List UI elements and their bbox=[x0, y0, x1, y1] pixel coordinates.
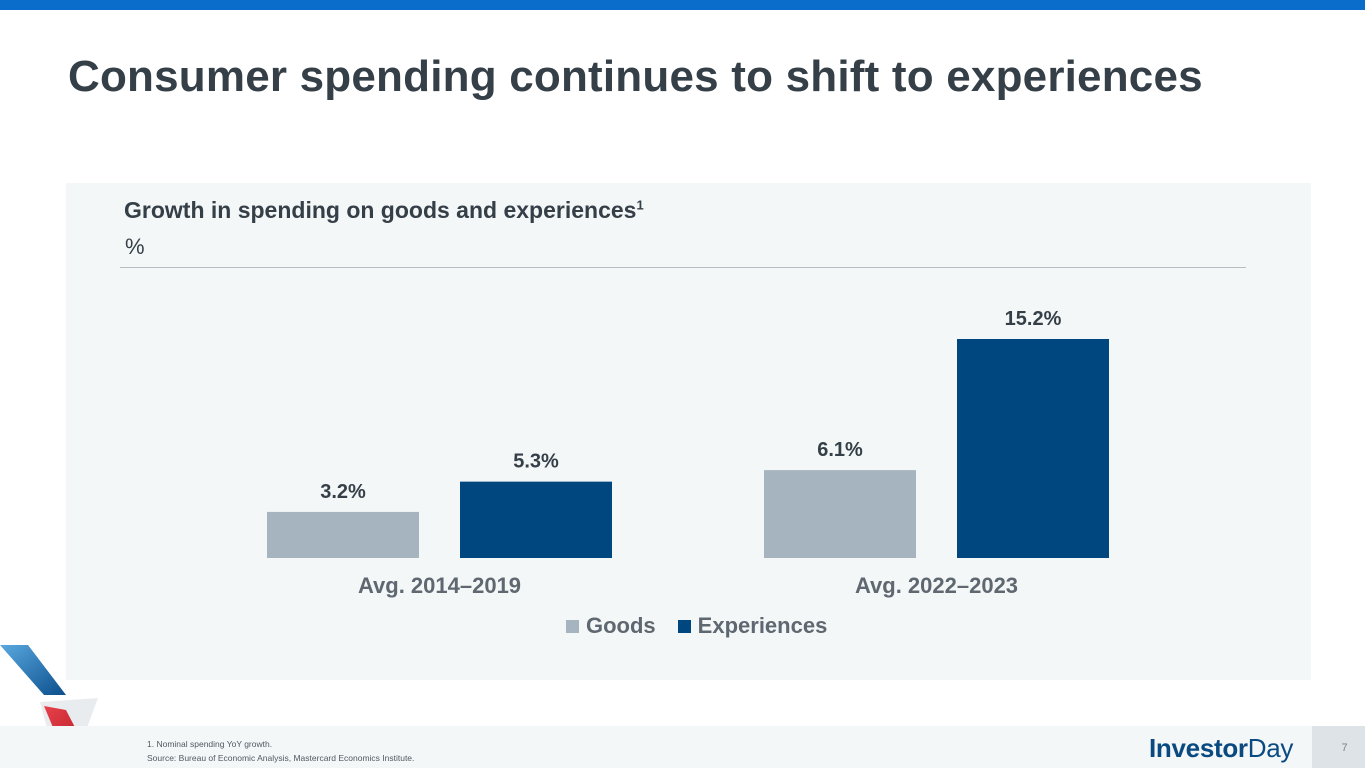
page-number: 7 bbox=[1341, 742, 1348, 754]
chart-title-text: Growth in spending on goods and experien… bbox=[124, 197, 637, 223]
brand-day: Day bbox=[1247, 733, 1294, 763]
category-label-avg-2022-2023: Avg. 2022–2023 bbox=[855, 573, 1018, 598]
legend-label-goods: Goods bbox=[586, 613, 656, 638]
chart-title: Growth in spending on goods and experien… bbox=[124, 197, 644, 224]
page-number-box bbox=[1312, 726, 1365, 768]
footnotes: 1. Nominal spending YoY growth. Source: … bbox=[147, 737, 414, 765]
data-label-experiences-avg-2014-2019: 5.3% bbox=[513, 451, 559, 473]
chart-title-divider bbox=[120, 267, 1246, 268]
legend-item-goods: Goods bbox=[566, 613, 656, 639]
footnote-source: Source: Bureau of Economic Analysis, Mas… bbox=[147, 753, 415, 763]
brand-investor: Investor bbox=[1149, 733, 1248, 763]
bar-experiences-avg-2014-2019 bbox=[460, 481, 612, 558]
chart-title-footnote-ref: 1 bbox=[636, 197, 644, 213]
legend-swatch-experiences bbox=[677, 619, 691, 633]
legend-item-experiences: Experiences bbox=[677, 613, 828, 639]
footer-band bbox=[0, 726, 1312, 768]
chart-unit-label: % bbox=[125, 234, 145, 259]
footnote-1: 1. Nominal spending YoY growth. bbox=[147, 739, 273, 749]
top-accent-bar bbox=[0, 0, 1365, 10]
category-label-avg-2014-2019: Avg. 2014–2019 bbox=[358, 573, 521, 598]
legend-swatch-goods bbox=[566, 619, 579, 633]
data-label-goods-avg-2014-2019: 3.2% bbox=[320, 481, 366, 503]
bar-goods-avg-2014-2019 bbox=[267, 511, 419, 558]
data-label-experiences-avg-2022-2023: 15.2% bbox=[1005, 308, 1062, 330]
bar-experiences-avg-2022-2023 bbox=[957, 339, 1109, 558]
page-title: Consumer spending continues to shift to … bbox=[68, 52, 1203, 101]
bar-goods-avg-2022-2023 bbox=[764, 470, 916, 558]
data-label-goods-avg-2022-2023: 6.1% bbox=[817, 439, 863, 461]
chart-legend: Goods Experiences bbox=[566, 613, 827, 639]
investor-day-logo: InvestorDay bbox=[1149, 733, 1293, 764]
legend-label-experiences: Experiences bbox=[697, 613, 828, 638]
